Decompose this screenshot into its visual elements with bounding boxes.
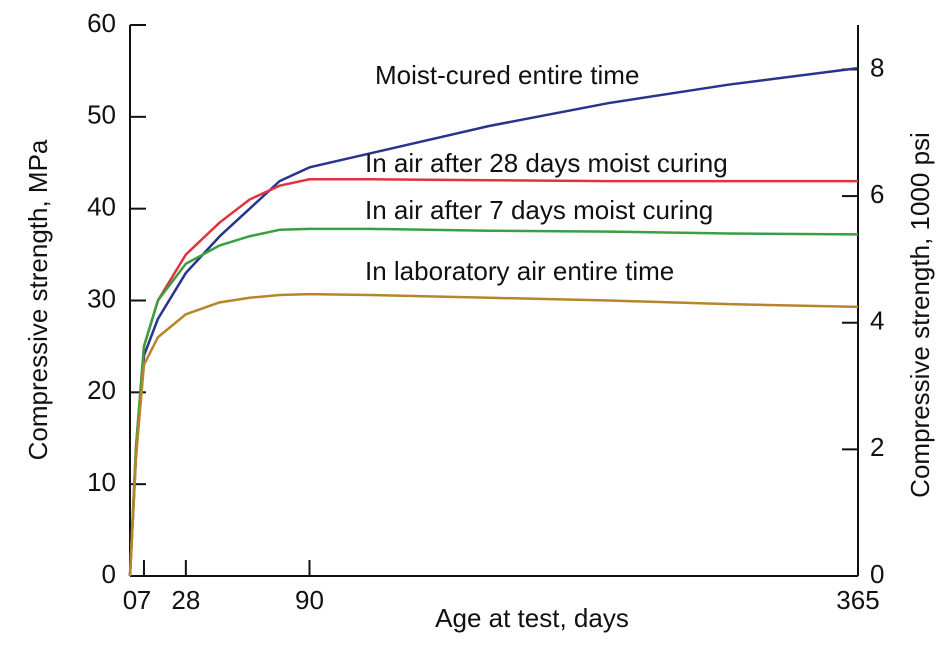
x-axis-title: Age at test, days xyxy=(435,603,629,633)
y-tick-label: 20 xyxy=(87,375,116,405)
y-tick-label: 10 xyxy=(87,467,116,497)
x-tick-label: 90 xyxy=(295,585,324,615)
y2-tick-label: 4 xyxy=(870,306,884,336)
x-tick-label: 365 xyxy=(836,585,879,615)
y-tick-label: 0 xyxy=(102,559,116,589)
series-line xyxy=(128,66,859,577)
x-tick-label: 0 xyxy=(123,585,137,615)
x-tick-label: 28 xyxy=(171,585,200,615)
series-line xyxy=(128,227,859,577)
y2-axis-title: Compressive strength, 1000 psi xyxy=(905,132,935,498)
y-tick-label: 60 xyxy=(87,8,116,38)
y2-tick-label: 2 xyxy=(870,432,884,462)
series-line xyxy=(128,292,859,577)
series-label: Moist-cured entire time xyxy=(375,60,639,90)
series-label: In laboratory air entire time xyxy=(365,256,674,286)
y-tick-label: 30 xyxy=(87,283,116,313)
y2-tick-label: 0 xyxy=(870,559,884,589)
series-label: In air after 28 days moist curing xyxy=(365,148,728,178)
y-tick-label: 40 xyxy=(87,192,116,222)
x-tick-label: 7 xyxy=(137,585,151,615)
series-label: In air after 7 days moist curing xyxy=(365,195,713,225)
y-tick-label: 50 xyxy=(87,100,116,130)
y-axis-title: Compressive strength, MPa xyxy=(23,139,53,460)
y2-tick-label: 8 xyxy=(870,52,884,82)
y2-tick-label: 6 xyxy=(870,179,884,209)
